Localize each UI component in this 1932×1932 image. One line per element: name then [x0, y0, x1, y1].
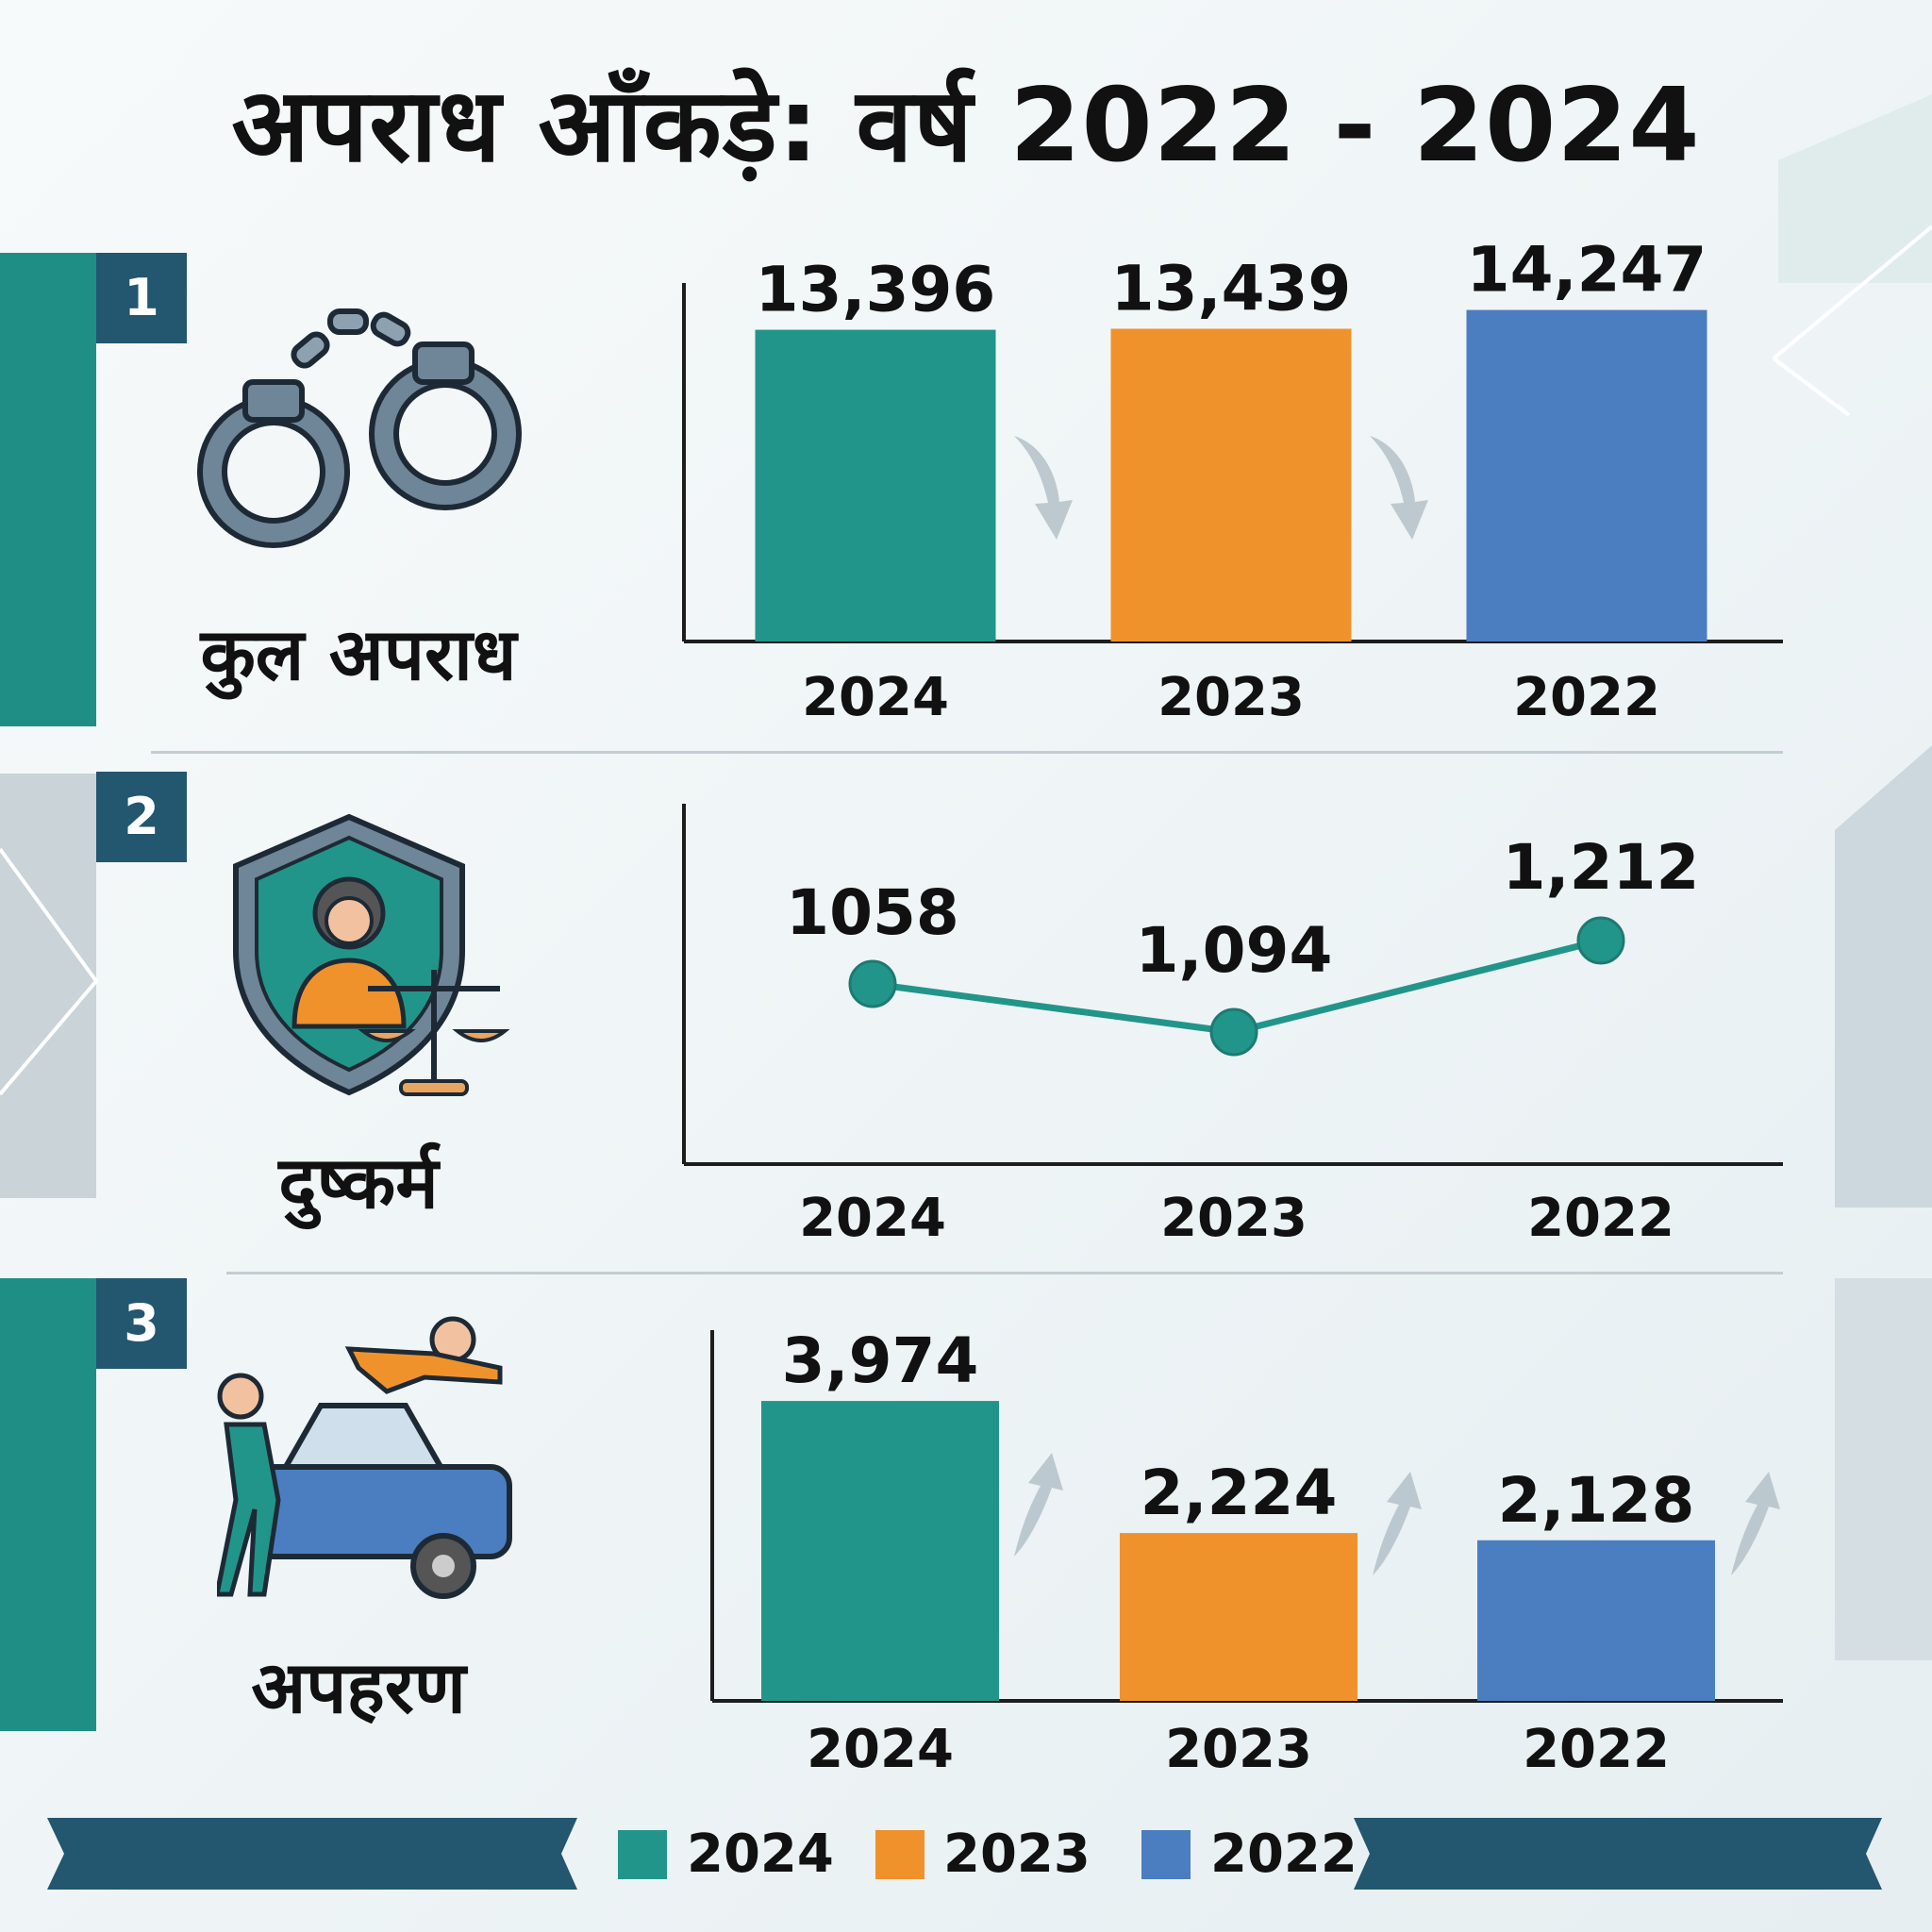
- legend-label-2023: 2023: [943, 1824, 1091, 1885]
- chart-1-value-label-2023: 13,439: [1111, 253, 1352, 325]
- legend-band: [47, 1818, 1882, 1890]
- legend-label-2022: 2022: [1210, 1824, 1357, 1885]
- page-title: अपराध आँकड़े: वर्ष 2022 - 2024: [231, 67, 1701, 185]
- chart-1-bar-2023: [1110, 328, 1352, 641]
- chart-3-value-label-2023: 2,224: [1141, 1457, 1338, 1529]
- chart-2-value-label-2023: 1,094: [1136, 914, 1333, 987]
- chart-2-tick-label-2022: 2022: [1527, 1188, 1674, 1249]
- chart-3-trend-arrow-3: [1731, 1472, 1780, 1575]
- kidnapping-car-icon: [217, 1316, 512, 1599]
- chart-3-bar-2024: [761, 1401, 999, 1701]
- chart-1-bar-2024: [755, 329, 996, 641]
- chart-1-trend-arrow-2: [1370, 436, 1428, 540]
- divider-2: [226, 1272, 1783, 1274]
- section-3-label: अपहरण: [251, 1645, 466, 1729]
- chart-3-value-label-2024: 3,974: [782, 1324, 979, 1397]
- chart-1-tick-label-2024: 2024: [802, 667, 949, 728]
- chart-2-value-label-2024: 1058: [786, 876, 959, 949]
- section-2-label: दुष्कर्म: [278, 1141, 439, 1224]
- section-1-accent-bar: [0, 253, 96, 726]
- chart-1-tick-label-2022: 2022: [1513, 667, 1660, 728]
- chart-1-trend-arrow-1: [1014, 436, 1073, 540]
- shield-woman-justice-icon: [233, 813, 509, 1096]
- chart-3-tick-label-2023: 2023: [1165, 1719, 1312, 1780]
- section-2-badge: 2: [96, 772, 187, 862]
- chart-1-value-label-2024: 13,396: [756, 254, 996, 326]
- chart-2-point-2023: [1209, 1008, 1258, 1057]
- chart-1-value-label-2022: 14,247: [1467, 234, 1707, 307]
- legend-label-2024: 2024: [687, 1824, 834, 1885]
- chart-2-point-2022: [1576, 916, 1625, 965]
- handcuffs-icon: [197, 308, 522, 548]
- section-3-badge: 3: [96, 1278, 187, 1369]
- chart-2-point-2024: [848, 959, 897, 1008]
- section-1-badge: 1: [96, 253, 187, 343]
- chart-1-bar-2022: [1466, 309, 1707, 641]
- chart-2-tick-label-2024: 2024: [799, 1188, 946, 1249]
- chart-1-tick-label-2023: 2023: [1158, 667, 1305, 728]
- chart-3-value-label-2022: 2,128: [1498, 1464, 1695, 1537]
- legend-swatch-2022: [1141, 1830, 1191, 1879]
- chart-3-trend-arrow-1: [1014, 1453, 1063, 1557]
- chart-3-trend-arrow-2: [1373, 1472, 1422, 1575]
- chart-2-tick-label-2023: 2023: [1160, 1188, 1307, 1249]
- divider-1: [151, 751, 1783, 754]
- section-3-accent-bar: [0, 1278, 96, 1731]
- chart-3-bar-2022: [1477, 1540, 1715, 1701]
- section-1-label: कुल अपराध: [200, 612, 517, 696]
- chart-3-tick-label-2024: 2024: [807, 1719, 954, 1780]
- legend-swatch-2024: [618, 1830, 667, 1879]
- legend-swatch-2023: [875, 1830, 924, 1879]
- chart-2-value-label-2022: 1,212: [1503, 831, 1700, 904]
- chart-3-bar-2023: [1120, 1533, 1357, 1701]
- chart-3-tick-label-2022: 2022: [1523, 1719, 1670, 1780]
